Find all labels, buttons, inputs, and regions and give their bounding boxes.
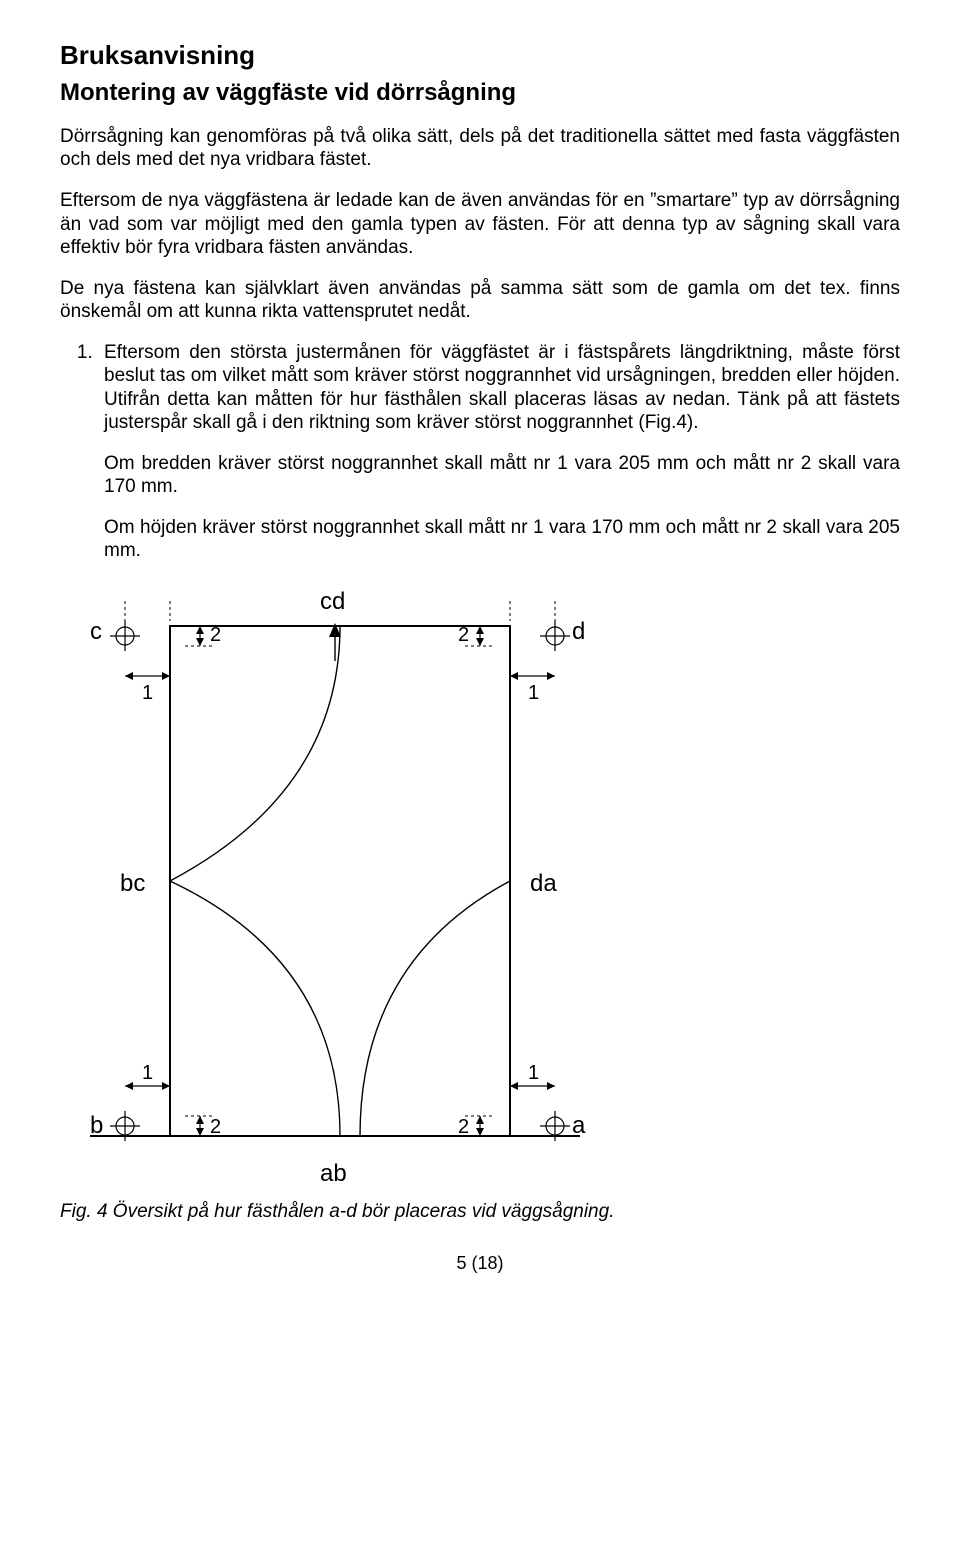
label-1-tr: 1: [528, 682, 539, 704]
paragraph-2: Eftersom de nya väggfästena är ledade ka…: [60, 189, 900, 259]
subtitle: Montering av väggfäste vid dörrsågning: [60, 79, 900, 107]
label-2-br: 2: [458, 1116, 469, 1138]
label-cd: cd: [320, 588, 345, 615]
figure-caption: Fig. 4 Översikt på hur fästhålen a-d bör…: [60, 1201, 900, 1223]
label-2-tr: 2: [458, 624, 469, 646]
label-a: a: [572, 1112, 586, 1139]
label-ab: ab: [320, 1160, 347, 1187]
paragraph-3: De nya fästena kan självklart även använ…: [60, 277, 900, 323]
label-1-br: 1: [528, 1062, 539, 1084]
label-2-tl: 2: [210, 624, 221, 646]
label-1-bl: 1: [142, 1062, 153, 1084]
label-2-bl: 2: [210, 1116, 221, 1138]
paragraph-5: Om höjden kräver störst noggrannhet skal…: [104, 516, 900, 562]
diagram-fig4: c d b a cd ab bc da 1 2 1 2 1 2 1 2: [60, 581, 900, 1191]
label-d: d: [572, 618, 585, 645]
page-number: 5 (18): [60, 1253, 900, 1274]
label-b: b: [90, 1112, 103, 1139]
label-1-tl: 1: [142, 682, 153, 704]
list-item-1: Eftersom den största justermånen för väg…: [98, 341, 900, 434]
label-da: da: [530, 870, 557, 897]
label-c: c: [90, 618, 102, 645]
paragraph-1: Dörrsågning kan genomföras på två olika …: [60, 125, 900, 171]
label-bc: bc: [120, 870, 145, 897]
page-title: Bruksanvisning: [60, 40, 900, 71]
paragraph-4: Om bredden kräver störst noggrannhet ska…: [104, 452, 900, 498]
